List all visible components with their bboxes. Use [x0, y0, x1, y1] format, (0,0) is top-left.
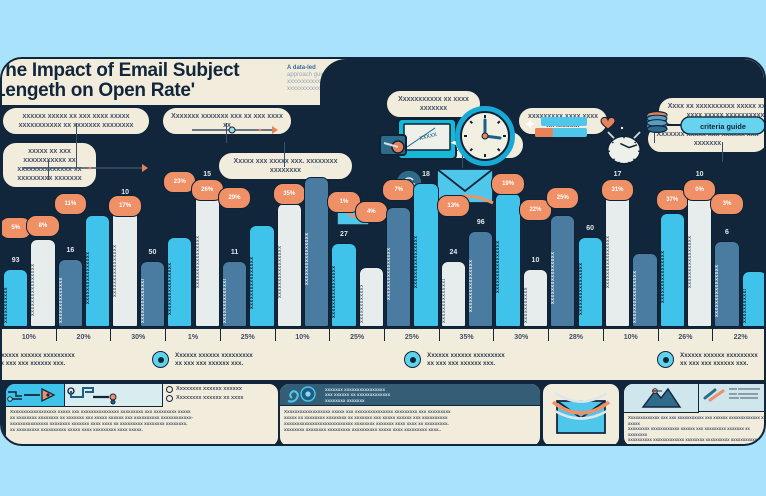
svg-text:criteria guide: criteria guide	[700, 122, 746, 131]
